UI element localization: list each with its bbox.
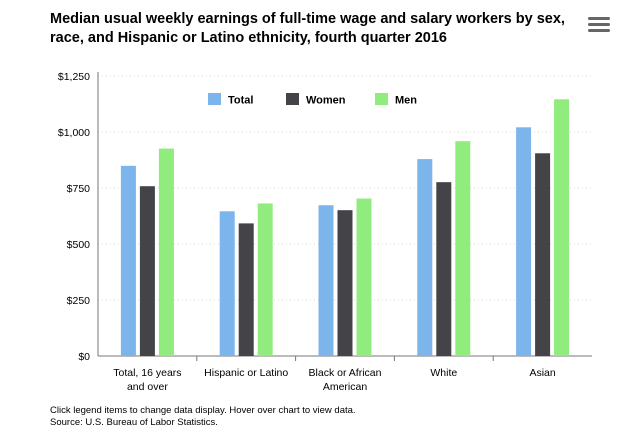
bar-total (219, 211, 235, 356)
y-tick-label: $250 (67, 295, 91, 307)
bar-total (120, 165, 136, 356)
y-tick-label: $0 (78, 351, 90, 363)
legend-label: Men (395, 95, 417, 107)
bar-total (318, 205, 334, 356)
chart-title-line-1: Median usual weekly earnings of full-tim… (50, 11, 565, 27)
x-category-label: Total, 16 years (113, 367, 181, 379)
bar-women (139, 186, 155, 356)
legend-label: Women (306, 95, 346, 107)
x-category-label: Black or African (309, 367, 382, 379)
bar-men (158, 148, 174, 356)
bar-men (455, 141, 471, 356)
legend-item-men[interactable]: Men (375, 93, 417, 107)
bar-men (257, 203, 273, 356)
y-tick-label: $1,000 (58, 127, 90, 139)
bar-total (417, 159, 433, 356)
legend-swatch (286, 93, 299, 105)
legend-item-total[interactable]: Total (208, 93, 253, 107)
x-category-label: Hispanic or Latino (204, 367, 288, 379)
legend-label: Total (228, 95, 253, 107)
x-category-label: White (430, 367, 457, 379)
chart-footer: Click legend items to change data displa… (50, 405, 356, 429)
bar-men (356, 198, 372, 356)
bar-women (535, 153, 551, 356)
hamburger-menu-icon[interactable] (588, 17, 610, 37)
x-category-label: Asian (529, 367, 555, 379)
bar-chart: $0 $250 $500 $750 $1,000 $1,250 Total, 16 year… (58, 71, 592, 393)
bar-total (516, 127, 532, 357)
legend-item-women[interactable]: Women (286, 93, 346, 107)
chart-title-line-2: race, and Hispanic or Latino ethnicity, … (50, 30, 447, 46)
footer-source: Source: U.S. Bureau of Labor Statistics. (50, 417, 218, 428)
bar-women (436, 182, 452, 356)
bar-men (554, 99, 570, 357)
x-category-label: American (323, 381, 368, 393)
x-category-label: and over (127, 381, 168, 393)
footer-note: Click legend items to change data displa… (50, 405, 356, 416)
y-tick-label: $750 (67, 183, 91, 195)
y-tick-label: $1,250 (58, 71, 90, 83)
legend-swatch (208, 93, 221, 105)
chart-title: Median usual weekly earnings of full-tim… (50, 10, 570, 48)
bar-women (238, 223, 254, 356)
y-tick-label: $500 (67, 239, 91, 251)
bar-women (337, 210, 353, 356)
legend-swatch (375, 93, 388, 105)
